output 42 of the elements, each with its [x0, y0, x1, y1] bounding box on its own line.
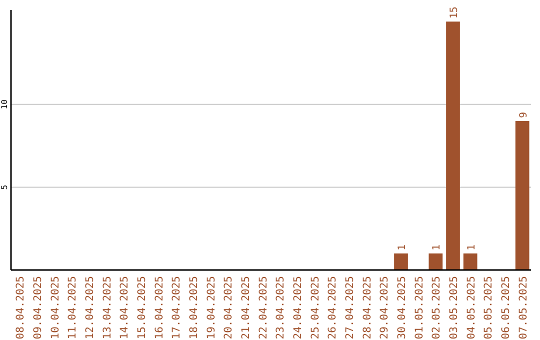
bar [463, 253, 478, 270]
bar [446, 22, 460, 270]
x-tick-label: 03.05.2025 [448, 276, 460, 340]
x-tick-label: 16.04.2025 [153, 276, 166, 340]
data-label: 9 [518, 112, 530, 118]
x-tick-label: 05.05.2025 [482, 276, 495, 340]
data-label: 1 [432, 244, 443, 250]
x-tick-label: 02.05.2025 [430, 276, 443, 340]
data-label: 1 [466, 244, 478, 250]
x-tick-label: 30.04.2025 [396, 276, 408, 340]
x-tick-label: 18.04.2025 [188, 276, 200, 340]
x-tick-label: 20.04.2025 [222, 276, 235, 340]
x-tick-label: 13.04.2025 [101, 276, 114, 340]
x-tick-label: 06.05.2025 [500, 276, 512, 340]
x-tick-label: 25.04.2025 [309, 276, 322, 340]
y-tick-label: 5 [0, 184, 9, 190]
x-tick-label: 11.04.2025 [66, 276, 79, 340]
x-tick-label: 24.04.2025 [292, 276, 304, 340]
x-tick-label: 08.04.2025 [14, 276, 27, 340]
x-tick-label: 28.04.2025 [361, 276, 374, 340]
x-tick-label: 26.04.2025 [326, 276, 339, 340]
x-tick-label: 04.05.2025 [465, 276, 478, 340]
bar [394, 253, 408, 270]
x-tick-label: 10.04.2025 [49, 276, 62, 340]
x-tick-label: 09.04.2025 [32, 276, 44, 340]
x-tick-label: 27.04.2025 [344, 276, 356, 340]
x-tick-label: 14.04.2025 [118, 276, 131, 340]
data-label: 1 [397, 244, 408, 250]
x-tick-label: 15.04.2025 [136, 276, 148, 340]
x-tick-label: 23.04.2025 [274, 276, 287, 340]
y-tick-label: 10 [0, 99, 9, 110]
bar [428, 253, 443, 270]
x-tick-label: 29.04.2025 [378, 276, 391, 340]
x-tick-label: 17.04.2025 [170, 276, 183, 340]
x-tick-label: 22.04.2025 [257, 276, 270, 340]
bar [515, 120, 530, 270]
x-tick-label: 01.05.2025 [413, 276, 426, 340]
x-tick-label: 12.04.2025 [84, 276, 96, 340]
x-tick-label: 21.04.2025 [240, 276, 252, 340]
x-tick-label: 19.04.2025 [205, 276, 218, 340]
x-tick-label: 07.05.2025 [517, 276, 530, 340]
data-label: 15 [449, 6, 460, 19]
